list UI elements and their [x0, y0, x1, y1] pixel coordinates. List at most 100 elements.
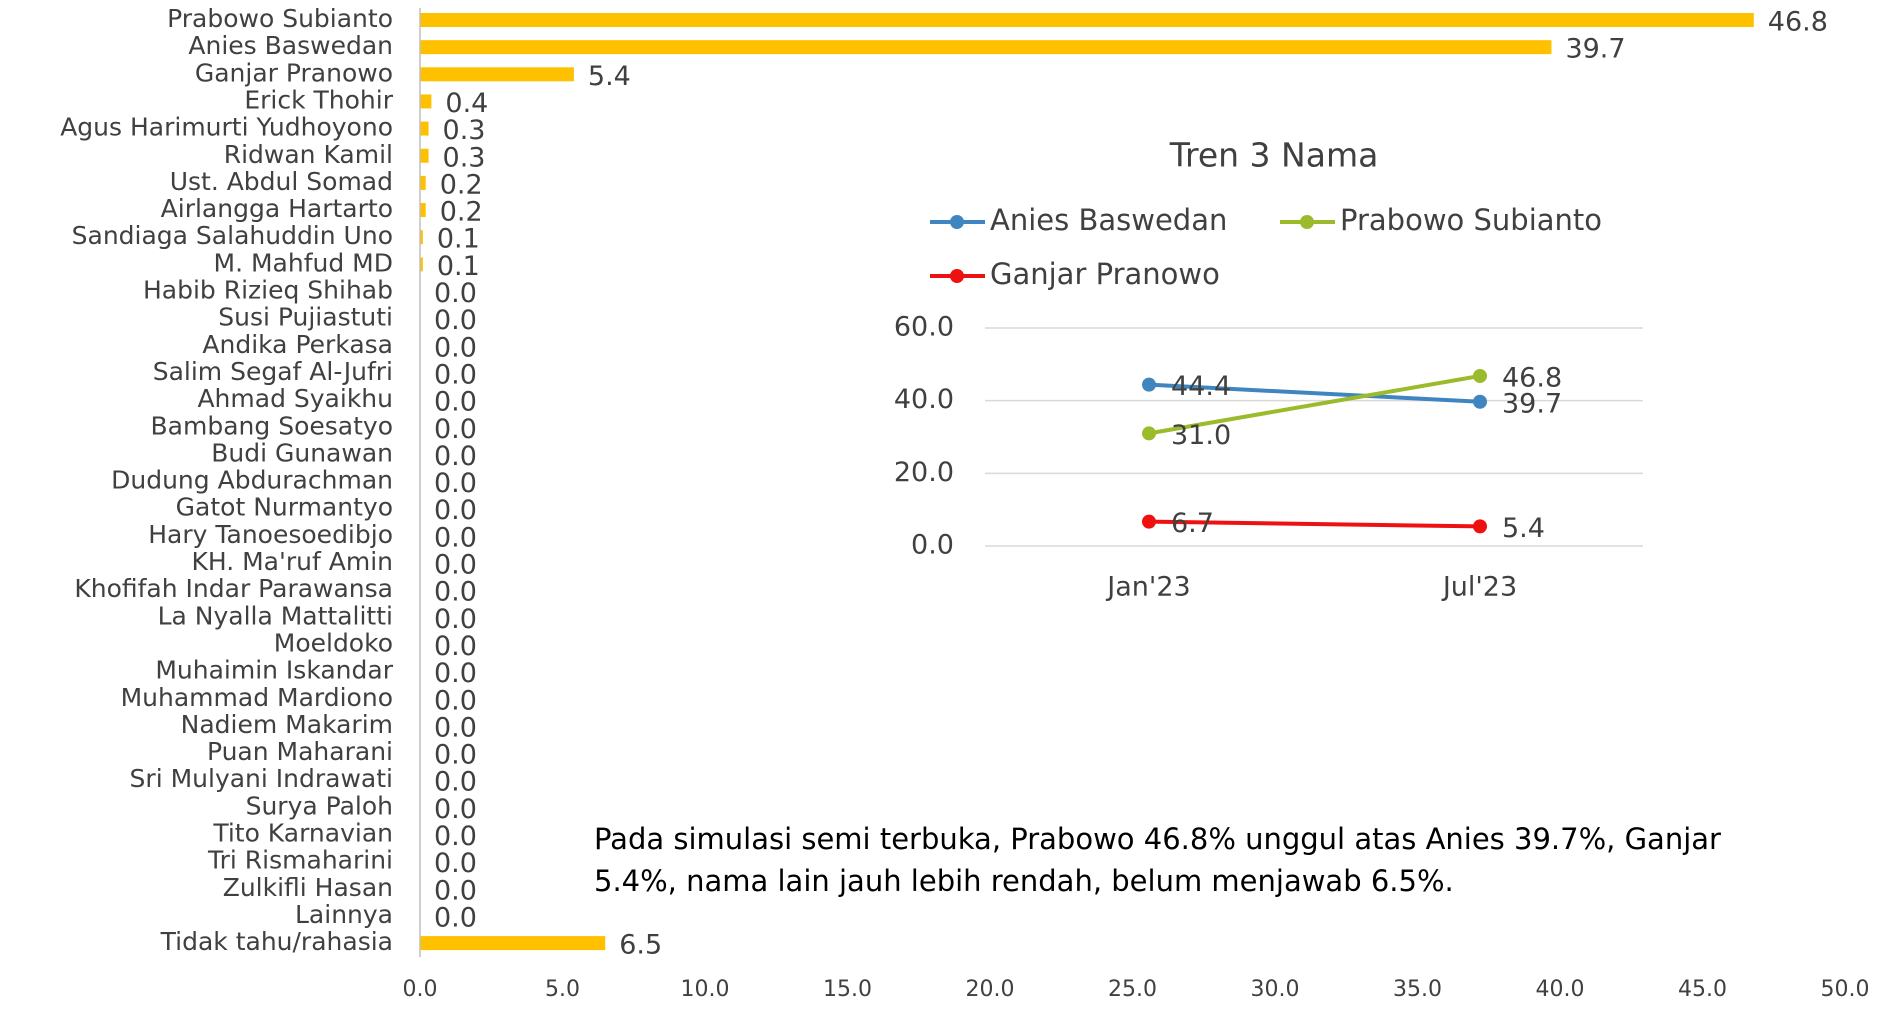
data-label: 31.0 — [1171, 420, 1231, 451]
y-tick-label: 40.0 — [894, 384, 954, 415]
data-label: 0.0 — [434, 685, 477, 716]
legend-label: Ganjar Pranowo — [990, 257, 1220, 291]
y-tick-label: Surya Paloh — [246, 791, 393, 820]
y-tick-label: Bambang Soesatyo — [151, 411, 393, 440]
y-tick-label: Ridwan Kamil — [224, 140, 393, 169]
bar — [420, 936, 606, 951]
bar — [420, 94, 432, 109]
y-tick-label: Tito Karnavian — [212, 819, 393, 848]
x-tick-label: Jul'23 — [1441, 572, 1517, 603]
data-label: 0.0 — [434, 902, 477, 933]
data-label: 0.0 — [434, 414, 477, 445]
data-label: 5.4 — [588, 61, 631, 92]
legend-marker — [950, 269, 964, 283]
y-tick-label: Tidak tahu/rahasia — [160, 927, 393, 956]
x-tick-label: 0.0 — [403, 977, 438, 1002]
data-label: 0.0 — [434, 278, 477, 309]
y-tick-label: Nadiem Makarim — [181, 710, 393, 739]
point — [1473, 519, 1487, 534]
y-tick-label: Ganjar Pranowo — [195, 58, 393, 87]
data-label: 0.0 — [434, 821, 477, 852]
data-label: 0.0 — [434, 848, 477, 879]
data-label: 46.8 — [1502, 362, 1562, 393]
y-tick-label: Khofifah Indar Parawansa — [74, 574, 393, 603]
bar — [420, 203, 426, 218]
data-label: 0.0 — [434, 658, 477, 689]
data-label: 0.0 — [434, 550, 477, 581]
point — [1473, 394, 1487, 409]
y-tick-label: 0.0 — [911, 530, 954, 561]
annotation-box: Pada simulasi semi terbuka, Prabowo 46.8… — [594, 822, 1721, 898]
annotation: Pada simulasi semi terbuka, Prabowo 46.8… — [594, 822, 1721, 898]
bar — [420, 13, 1754, 27]
legend-marker — [950, 215, 964, 229]
data-label: 6.7 — [1171, 508, 1214, 539]
y-tick-label: 20.0 — [894, 457, 954, 488]
y-tick-label: Dudung Abdurachman — [111, 466, 393, 495]
series-line — [1148, 382, 1481, 404]
y-tick-label: Muhammad Mardiono — [121, 683, 393, 712]
legend-label: Prabowo Subianto — [1340, 203, 1602, 237]
bar — [420, 67, 574, 82]
point — [1473, 368, 1487, 383]
y-tick-label: Salim Segaf Al-Jufri — [153, 357, 393, 386]
data-label: 0.0 — [434, 631, 477, 662]
data-label: 0.3 — [443, 115, 486, 146]
data-label: 0.0 — [434, 495, 477, 526]
data-label: 39.7 — [1565, 34, 1625, 65]
y-tick-label: 60.0 — [894, 312, 954, 343]
y-tick-label: Airlangga Hartarto — [161, 194, 393, 223]
line-title: Tren 3 Nama — [1169, 136, 1379, 175]
data-label: 0.3 — [443, 142, 486, 173]
x-tick-label: 30.0 — [1251, 977, 1300, 1002]
y-tick-label: Prabowo Subianto — [167, 4, 393, 33]
y-tick-label: Anies Baswedan — [188, 31, 393, 60]
x-tick-label: 45.0 — [1678, 977, 1727, 1002]
data-label: 0.0 — [434, 387, 477, 418]
x-tick-label: 50.0 — [1821, 977, 1870, 1002]
y-tick-label: Andika Perkasa — [202, 330, 393, 359]
x-tick-label: 5.0 — [545, 977, 580, 1002]
x-tick-label: 20.0 — [966, 977, 1015, 1002]
point — [1142, 426, 1156, 441]
y-tick-label: Moeldoko — [274, 628, 393, 657]
y-tick-label: Tri Rismaharini — [207, 846, 393, 875]
series-line — [1148, 373, 1481, 436]
data-label: 0.0 — [434, 468, 477, 499]
y-tick-label: KH. Ma'ruf Amin — [191, 547, 393, 576]
data-label: 0.4 — [445, 88, 488, 119]
data-label: 0.0 — [434, 359, 477, 390]
y-tick-label: Budi Gunawan — [211, 438, 393, 467]
y-tick-label: Susi Pujiastuti — [218, 303, 393, 332]
y-tick-label: Erick Thohir — [244, 85, 393, 114]
y-tick-label: Ahmad Syaikhu — [197, 384, 393, 413]
data-label: 39.7 — [1502, 388, 1562, 419]
data-label: 0.0 — [434, 305, 477, 336]
data-label: 0.0 — [434, 767, 477, 798]
data-label: 0.0 — [434, 332, 477, 363]
bar — [420, 148, 429, 163]
y-tick-label: Gatot Nurmantyo — [176, 493, 393, 522]
series-line — [1148, 519, 1481, 529]
y-tick-label: M. Mahfud MD — [214, 248, 393, 277]
x-tick-label: 40.0 — [1536, 977, 1585, 1002]
data-label: 0.0 — [434, 875, 477, 906]
bar — [420, 121, 429, 136]
y-tick-label: Puan Maharani — [207, 737, 393, 766]
point — [1142, 377, 1156, 392]
data-label: 0.1 — [437, 224, 480, 255]
data-label: 44.4 — [1171, 371, 1231, 402]
y-tick-label: Hary Tanoesoedibjo — [148, 520, 393, 549]
y-tick-label: Sri Mulyani Indrawati — [130, 764, 393, 793]
data-label: 0.2 — [440, 169, 483, 200]
legend-marker — [1300, 215, 1314, 229]
x-tick-label: 25.0 — [1108, 977, 1157, 1002]
bar — [420, 175, 426, 190]
y-tick-label: Agus Harimurti Yudhoyono — [60, 113, 393, 142]
y-tick-label: Ust. Abdul Somad — [170, 167, 393, 196]
data-label: 0.0 — [434, 740, 477, 771]
legend-label: Anies Baswedan — [990, 203, 1227, 237]
x-tick-label: 10.0 — [681, 977, 730, 1002]
point — [1142, 514, 1156, 529]
